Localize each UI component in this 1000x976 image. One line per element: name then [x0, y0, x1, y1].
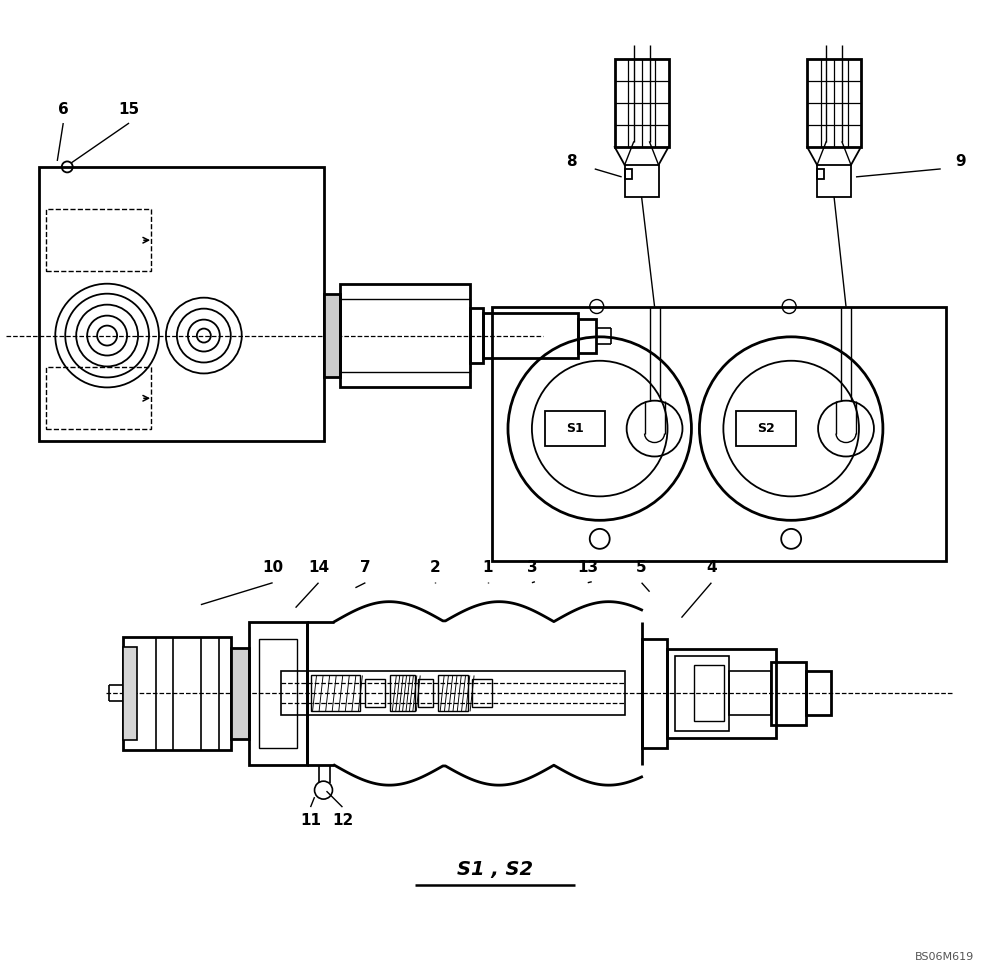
Text: 10: 10: [262, 560, 283, 575]
Bar: [625, 169, 632, 179]
Bar: [615, 60, 669, 147]
Text: 4: 4: [706, 560, 717, 575]
Bar: [675, 656, 729, 731]
Text: 14: 14: [308, 560, 329, 575]
Text: 8: 8: [566, 154, 577, 170]
Bar: [625, 165, 659, 197]
Text: 5: 5: [636, 560, 647, 575]
Bar: [807, 60, 861, 147]
Bar: [340, 299, 470, 373]
Text: 11: 11: [300, 813, 321, 828]
Bar: [123, 636, 231, 751]
Bar: [259, 638, 297, 749]
Text: 3: 3: [527, 560, 537, 575]
Bar: [806, 671, 831, 715]
Text: 1: 1: [483, 560, 493, 575]
Text: 6: 6: [58, 102, 69, 116]
Bar: [46, 367, 151, 429]
Text: S1 , S2: S1 , S2: [457, 861, 533, 879]
Text: 15: 15: [118, 102, 140, 116]
Bar: [340, 284, 470, 387]
Bar: [736, 411, 796, 446]
Bar: [365, 679, 385, 708]
Bar: [470, 307, 483, 363]
Bar: [817, 169, 824, 179]
Text: S1: S1: [566, 422, 584, 435]
Bar: [729, 671, 771, 715]
Text: S2: S2: [757, 422, 775, 435]
Bar: [667, 648, 776, 738]
Bar: [281, 671, 625, 715]
Bar: [311, 675, 360, 712]
Bar: [817, 165, 851, 197]
Bar: [324, 294, 340, 378]
Bar: [390, 675, 415, 712]
Bar: [39, 167, 324, 441]
Text: 9: 9: [955, 154, 966, 170]
Bar: [578, 318, 596, 352]
Text: 2: 2: [430, 560, 441, 575]
Bar: [123, 646, 137, 740]
Bar: [771, 662, 806, 725]
Bar: [418, 679, 433, 708]
Bar: [545, 411, 605, 446]
Text: 13: 13: [577, 560, 598, 575]
Bar: [694, 666, 724, 721]
Bar: [249, 622, 307, 765]
Bar: [642, 638, 667, 749]
Bar: [492, 306, 946, 561]
Bar: [483, 312, 578, 358]
Bar: [46, 209, 151, 271]
Text: 7: 7: [360, 560, 371, 575]
Bar: [438, 675, 468, 712]
Bar: [472, 679, 492, 708]
Text: BS06M619: BS06M619: [914, 952, 974, 961]
Text: 12: 12: [332, 813, 353, 828]
Bar: [231, 647, 249, 739]
